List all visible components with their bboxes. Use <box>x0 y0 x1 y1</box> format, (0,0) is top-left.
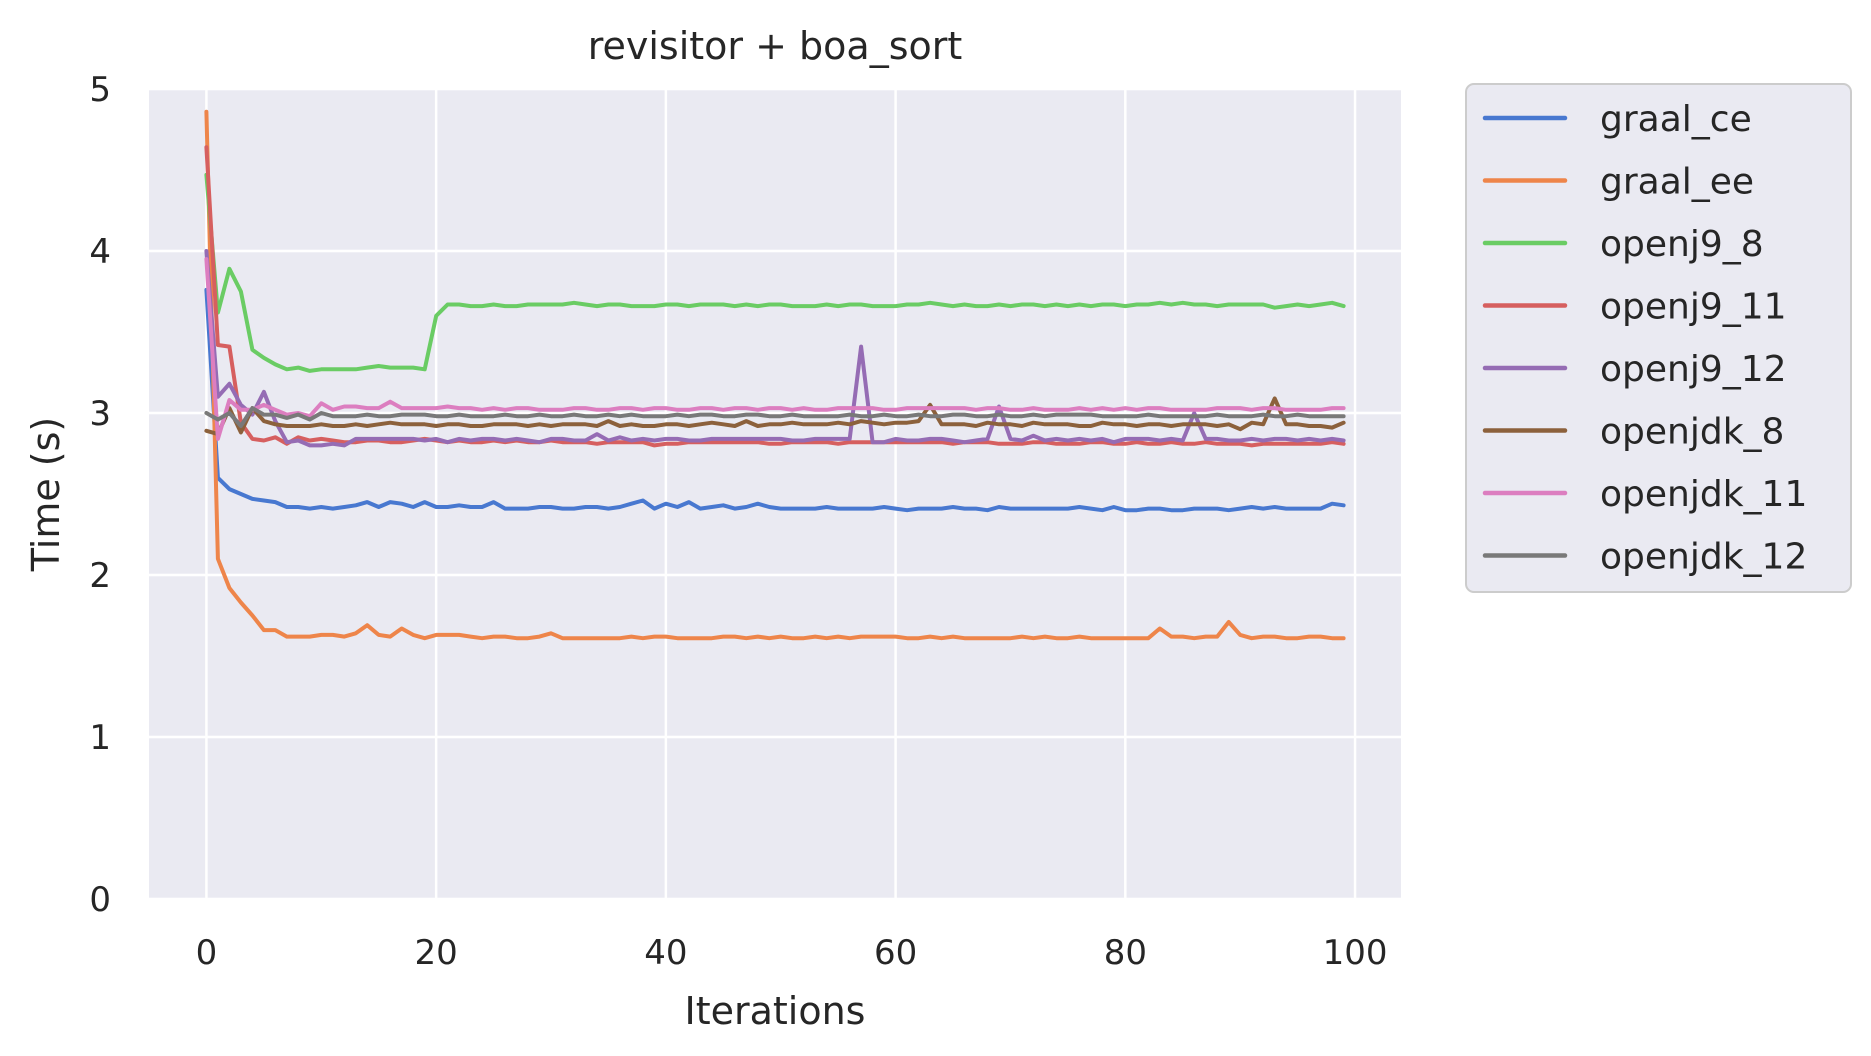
legend-item: openj9_12 <box>1482 349 1787 390</box>
x-tick-label: 60 <box>874 933 917 973</box>
y-tick-label: 5 <box>89 70 111 110</box>
legend-box <box>1465 83 1852 593</box>
legend-label: openj9_8 <box>1600 224 1764 265</box>
legend-item: openj9_11 <box>1482 287 1787 328</box>
series-line-openj9-11 <box>204 145 1346 448</box>
y-tick-label: 0 <box>89 880 111 920</box>
legend-label: openjdk_12 <box>1600 537 1807 578</box>
legend-item: graal_ce <box>1482 99 1752 140</box>
legend-item: openjdk_11 <box>1482 474 1807 515</box>
plot-area <box>149 89 1401 899</box>
series-line-openj9-12 <box>204 249 1346 448</box>
legend-label: graal_ce <box>1600 99 1752 140</box>
y-tick-label: 3 <box>89 394 111 434</box>
legend-label: openjdk_8 <box>1600 412 1784 453</box>
legend-item: openjdk_8 <box>1482 412 1784 453</box>
series-line-graal-ee <box>204 109 1346 641</box>
series-line-graal-ce <box>204 287 1346 513</box>
x-axis-label: Iterations <box>685 989 866 1033</box>
series-line-openjdk-11 <box>204 257 1346 441</box>
x-tick-label: 80 <box>1104 933 1147 973</box>
chart-title: revisitor + boa_sort <box>588 24 963 68</box>
y-tick-labels: 0 1 2 3 4 5 <box>89 70 111 920</box>
y-tick-label: 2 <box>89 556 111 596</box>
series-line-openjdk-8 <box>204 396 1346 437</box>
legend: graal_ce graal_ee openj9_8 openj9_11 openj9_… <box>1465 83 1852 593</box>
x-tick-labels: 0 20 40 60 80 100 <box>196 933 1388 973</box>
x-tick-label: 40 <box>644 933 687 973</box>
legend-label: openjdk_11 <box>1600 474 1807 515</box>
x-tick-label: 20 <box>415 933 458 973</box>
x-tick-label: 0 <box>196 933 218 973</box>
y-tick-label: 4 <box>89 232 111 272</box>
legend-label: openj9_11 <box>1600 287 1787 328</box>
series-line-openjdk-12 <box>204 406 1346 428</box>
series-line-openj9-8 <box>204 172 1346 373</box>
legend-item: openj9_8 <box>1482 224 1764 265</box>
x-tick-label: 100 <box>1323 933 1388 973</box>
legend-item: openjdk_12 <box>1482 537 1807 578</box>
legend-item: graal_ee <box>1482 162 1754 203</box>
y-axis-label: Time (s) <box>24 417 68 573</box>
legend-label: openj9_12 <box>1600 349 1787 390</box>
series-lines <box>204 109 1346 641</box>
y-tick-label: 1 <box>89 718 111 758</box>
legend-label: graal_ee <box>1600 162 1754 203</box>
